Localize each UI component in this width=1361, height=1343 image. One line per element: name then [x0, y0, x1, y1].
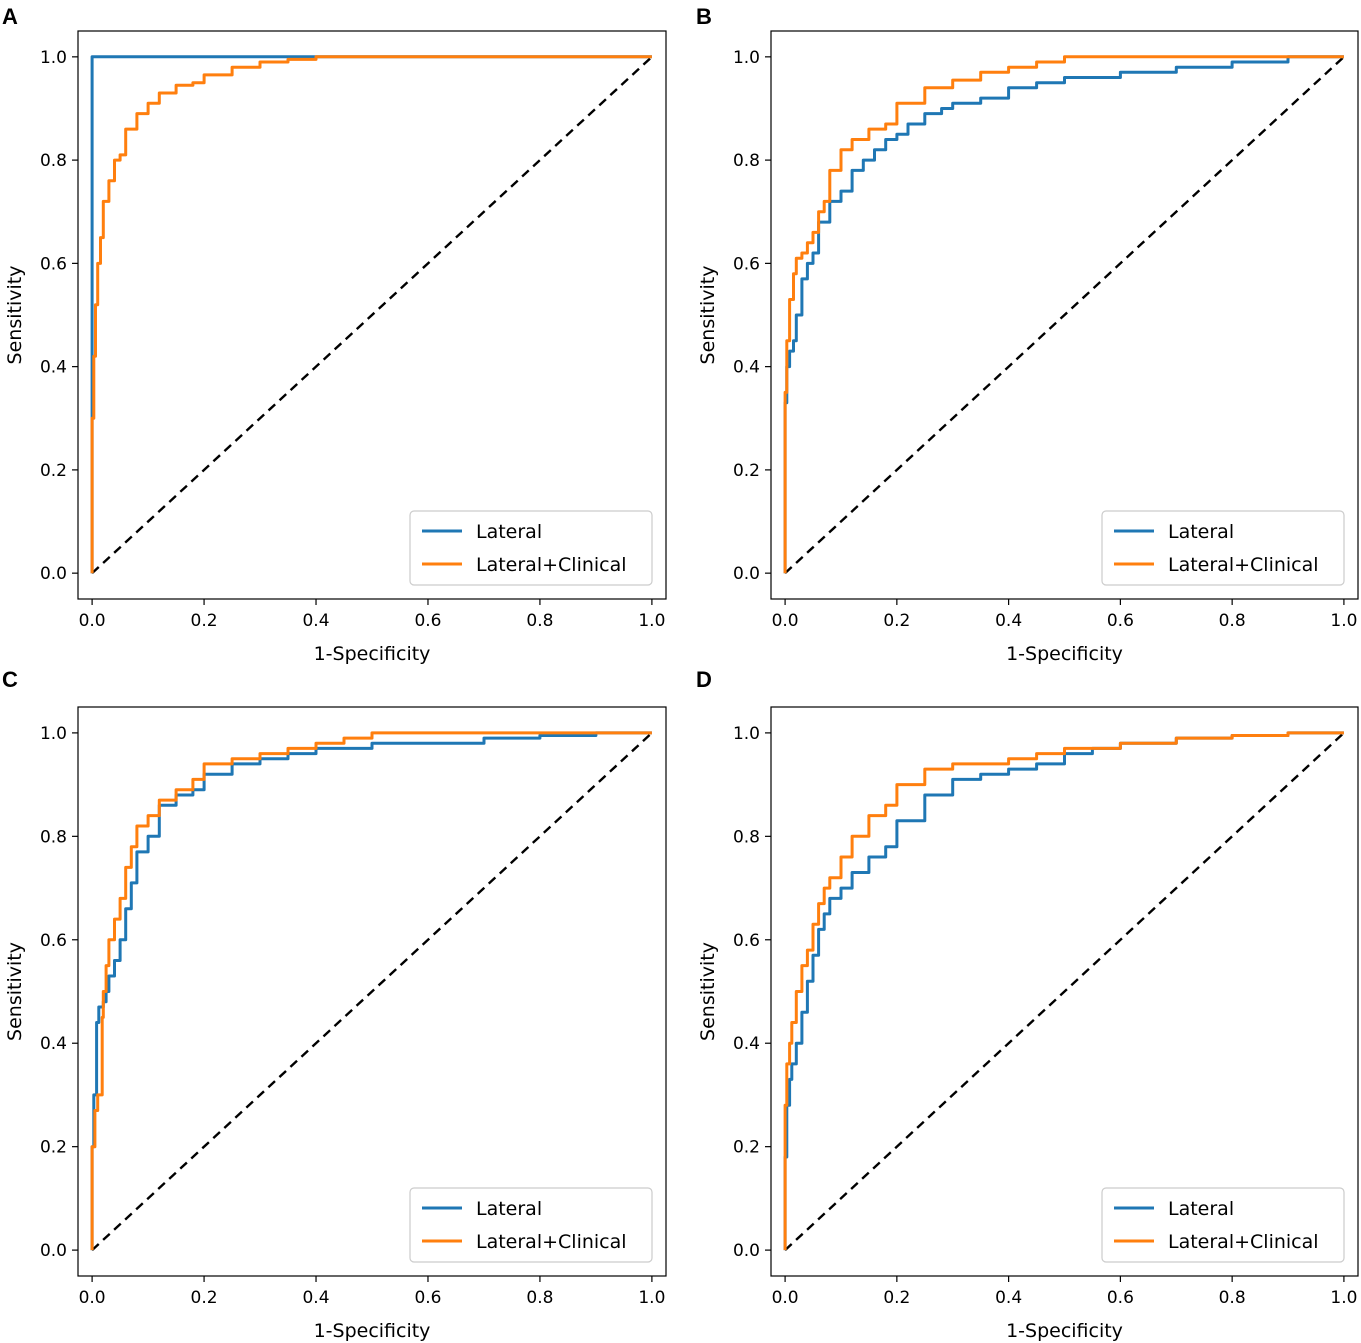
legend-entry: Lateral+Clinical [1168, 554, 1319, 576]
y-tick-label: 0.2 [40, 1138, 67, 1158]
panel-letter: A [2, 4, 18, 29]
y-tick-label: 0.2 [733, 461, 760, 481]
x-axis-label: 1-Specificity [1006, 1320, 1123, 1342]
y-axis-label: Sensitivity [697, 266, 719, 365]
roc-line-lateral-clinical [90, 731, 652, 1251]
x-tick-label: 0.2 [191, 1288, 218, 1308]
x-tick-label: 0.6 [1107, 1288, 1134, 1308]
x-axis-label: 1-Specificity [314, 1320, 431, 1342]
y-tick-label: 0.0 [40, 564, 67, 584]
panel-d: D 0.0 0.2 0.4 0.6 0.8 1.0 0.0 0.2 0.4 0.6 0.8 1.0 1-S… [696, 667, 1359, 1342]
y-tick-label: 0.0 [733, 1241, 760, 1261]
legend-entry: Lateral+Clinical [1168, 1231, 1319, 1253]
panel-letter: B [696, 4, 712, 29]
panel-c: C 0.0 0.2 0.4 0.6 0.8 1.0 0.0 0.2 0.4 0.6 0.8 1.0 1-S… [2, 667, 667, 1342]
y-axis-label: Sensitivity [697, 942, 719, 1041]
legend-box [1101, 510, 1345, 586]
legend: Lateral Lateral+Clinical [1101, 510, 1345, 586]
x-axis-label: 1-Specificity [1006, 643, 1123, 665]
legend-box [409, 1187, 653, 1263]
x-tick-label: 1.0 [638, 1288, 665, 1308]
panel-a: A 0.0 0.2 0.4 0.6 0.8 1.0 0.0 0.2 0.4 0.6 0.8 1.0 1-S… [2, 4, 667, 665]
y-tick-label: 0.8 [733, 151, 760, 171]
y-tick-label: 0.8 [733, 827, 760, 847]
y-tick-label: 0.6 [733, 254, 760, 274]
panel-b: B 0.0 0.2 0.4 0.6 0.8 1.0 0.0 0.2 0.4 0.6 0.8 1.0 1-S… [696, 4, 1359, 665]
y-tick-label: 0.8 [40, 151, 67, 171]
x-tick-label: 1.0 [1330, 611, 1357, 631]
chance-diagonal [784, 732, 1345, 1251]
x-tick-label: 0.4 [302, 1288, 329, 1308]
legend-entry: Lateral+Clinical [476, 554, 627, 576]
x-tick-label: 0.2 [191, 611, 218, 631]
panel-letter: C [2, 667, 18, 692]
x-tick-label: 0.8 [526, 1288, 553, 1308]
legend: Lateral Lateral+Clinical [409, 1187, 653, 1263]
y-tick-label: 0.0 [40, 1241, 67, 1261]
legend-entry: Lateral+Clinical [476, 1231, 627, 1253]
y-tick-label: 0.6 [733, 931, 760, 951]
y-tick-label: 0.0 [733, 564, 760, 584]
panel-letter: D [696, 667, 712, 692]
chance-diagonal [91, 732, 653, 1251]
x-tick-label: 0.4 [995, 611, 1022, 631]
plot-frame [77, 30, 667, 600]
y-tick-label: 0.4 [40, 358, 67, 378]
legend: Lateral Lateral+Clinical [409, 510, 653, 586]
x-tick-label: 0.2 [883, 611, 910, 631]
roc-line-lateral [783, 55, 1344, 574]
plot-frame [77, 706, 667, 1277]
y-tick-label: 0.2 [40, 461, 67, 481]
chance-diagonal [784, 55, 1345, 575]
x-tick-label: 1.0 [1330, 1288, 1357, 1308]
legend-entry: Lateral [1168, 521, 1234, 543]
x-tick-label: 0.8 [1219, 1288, 1246, 1308]
x-tick-label: 0.0 [772, 611, 799, 631]
y-tick-label: 0.4 [733, 1034, 760, 1054]
y-axis-label: Sensitivity [4, 942, 26, 1041]
y-axis-label: Sensitivity [4, 266, 26, 365]
roc-line-lateral-clinical [783, 731, 1344, 1251]
y-tick-label: 1.0 [40, 48, 67, 68]
x-tick-label: 1.0 [638, 611, 665, 631]
y-tick-label: 0.2 [733, 1138, 760, 1158]
x-tick-label: 0.6 [1107, 611, 1134, 631]
y-tick-label: 0.8 [40, 827, 67, 847]
x-tick-label: 0.6 [414, 1288, 441, 1308]
roc-line-lateral-clinical [783, 55, 1344, 574]
x-tick-label: 0.6 [414, 611, 441, 631]
plot-frame [770, 706, 1359, 1277]
x-tick-label: 0.2 [883, 1288, 910, 1308]
x-tick-label: 0.8 [526, 611, 553, 631]
y-tick-label: 1.0 [40, 724, 67, 744]
x-tick-label: 0.4 [995, 1288, 1022, 1308]
legend-entry: Lateral [476, 1198, 542, 1220]
x-tick-label: 0.8 [1219, 611, 1246, 631]
legend-entry: Lateral [1168, 1198, 1234, 1220]
y-tick-label: 1.0 [733, 724, 760, 744]
legend-entry: Lateral [476, 521, 542, 543]
x-axis-label: 1-Specificity [314, 643, 431, 665]
y-tick-label: 0.4 [733, 358, 760, 378]
x-tick-label: 0.0 [772, 1288, 799, 1308]
y-tick-label: 1.0 [733, 48, 760, 68]
x-tick-label: 0.0 [79, 611, 106, 631]
legend-box [1101, 1187, 1345, 1263]
x-tick-label: 0.4 [302, 611, 329, 631]
chance-diagonal [91, 55, 653, 575]
legend: Lateral Lateral+Clinical [1101, 1187, 1345, 1263]
y-tick-label: 0.6 [40, 931, 67, 951]
y-tick-label: 0.6 [40, 254, 67, 274]
y-tick-label: 0.4 [40, 1034, 67, 1054]
legend-box [409, 510, 653, 586]
roc-line-lateral-clinical [90, 55, 652, 574]
plot-frame [770, 30, 1359, 600]
x-tick-label: 0.0 [79, 1288, 106, 1308]
